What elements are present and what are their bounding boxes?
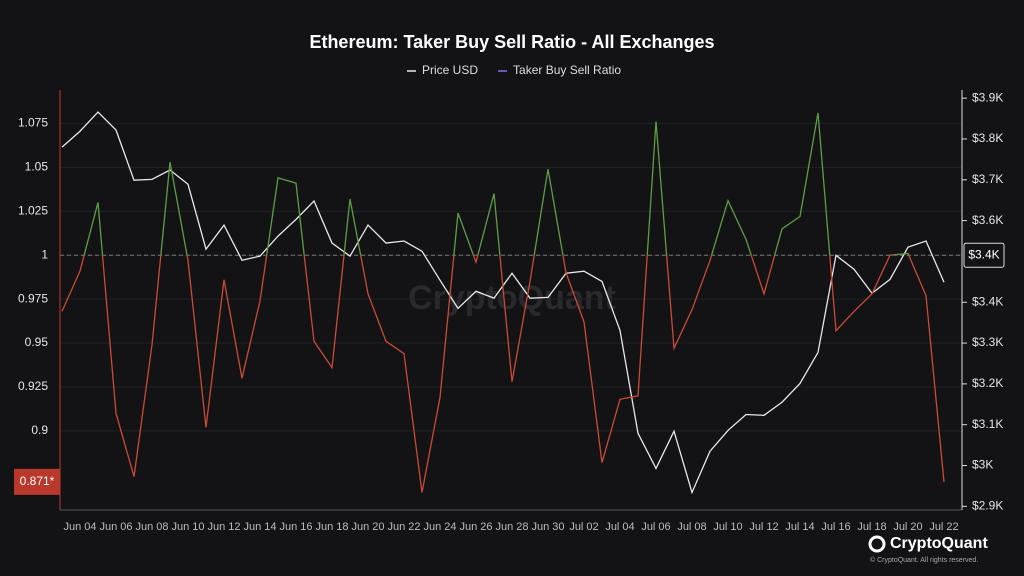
last-value-label: $3.4K xyxy=(968,247,999,261)
y2-tick-label: $3.2K xyxy=(972,376,1003,390)
copyright: © CryptoQuant. All rights reserved. xyxy=(870,556,978,564)
x-tick-label: Jun 06 xyxy=(99,521,132,533)
y-tick-label: 0.925 xyxy=(18,379,48,393)
series-line xyxy=(61,112,945,493)
x-tick-label: Jul 22 xyxy=(929,521,958,533)
last-value-label: 0.871* xyxy=(20,474,55,488)
y-tick-label: 0.975 xyxy=(18,291,48,305)
x-tick-label: Jun 26 xyxy=(459,521,492,533)
x-tick-label: Jun 08 xyxy=(135,521,168,533)
x-tick-label: Jun 12 xyxy=(207,521,240,533)
x-tick-label: Jul 02 xyxy=(569,521,598,533)
x-tick-label: Jun 20 xyxy=(351,521,384,533)
legend-label: Taker Buy Sell Ratio xyxy=(513,63,621,77)
y2-tick-label: $3.9K xyxy=(972,90,1003,104)
x-tick-label: Jun 22 xyxy=(387,521,420,533)
x-tick-label: Jul 14 xyxy=(785,521,814,533)
brand: CryptoQuant xyxy=(890,535,988,552)
y-tick-label: 1.025 xyxy=(18,203,48,217)
y2-tick-label: $3.8K xyxy=(972,131,1003,145)
last-value-badge xyxy=(14,468,60,495)
x-tick-label: Jun 28 xyxy=(495,521,528,533)
x-tick-label: Jul 20 xyxy=(893,521,922,533)
x-tick-label: Jun 16 xyxy=(279,521,312,533)
brand-logo xyxy=(868,535,886,553)
y2-tick-label: $3.7K xyxy=(972,172,1003,186)
x-tick-label: Jun 30 xyxy=(531,521,564,533)
y-tick-label: 1.075 xyxy=(18,116,48,130)
x-tick-label: Jun 14 xyxy=(243,521,276,533)
y2-tick-label: $2.9K xyxy=(972,498,1003,512)
legend-label: Price USD xyxy=(422,63,478,77)
x-tick-label: Jul 08 xyxy=(677,521,706,533)
y2-tick-label: $3.6K xyxy=(972,213,1003,227)
y-tick-label: 0.9 xyxy=(31,423,48,437)
x-tick-label: Jul 04 xyxy=(605,521,634,533)
y2-tick-label: $3.4K xyxy=(972,294,1003,308)
y2-tick-label: $3K xyxy=(972,458,993,472)
x-tick-label: Jul 06 xyxy=(641,521,670,533)
last-value-badge xyxy=(963,242,1005,268)
y2-tick-label: $3.3K xyxy=(972,335,1003,349)
watermark: CryptoQuant xyxy=(408,279,616,317)
x-tick-label: Jul 16 xyxy=(821,521,850,533)
y-tick-label: 1.05 xyxy=(25,159,49,173)
x-tick-label: Jul 10 xyxy=(713,521,742,533)
chart-title: Ethereum: Taker Buy Sell Ratio - All Exc… xyxy=(309,32,714,52)
x-tick-label: Jun 24 xyxy=(423,521,456,533)
x-tick-label: Jul 12 xyxy=(749,521,778,533)
x-tick-label: Jun 18 xyxy=(315,521,348,533)
x-tick-label: Jun 10 xyxy=(171,521,204,533)
y-tick-label: 0.95 xyxy=(25,335,49,349)
x-tick-label: Jul 18 xyxy=(857,521,886,533)
x-tick-label: Jun 04 xyxy=(63,521,96,533)
y2-tick-label: $3.1K xyxy=(972,417,1003,431)
y-tick-label: 1 xyxy=(41,247,48,261)
